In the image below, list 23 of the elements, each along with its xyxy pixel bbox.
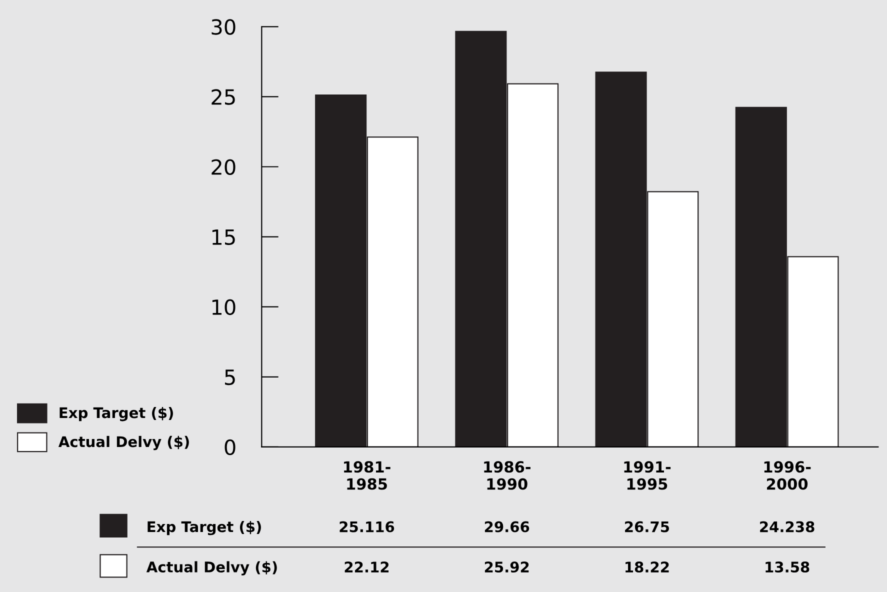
data-label: 24.238 (760, 521, 814, 532)
legend-label: Exp Target ($) (148, 520, 261, 536)
text: Exp Target ($) (60, 406, 173, 422)
y-tick-label: 10 (212, 299, 236, 316)
data-label: 25.116 (340, 521, 394, 532)
y-tick-label: 15 (212, 230, 235, 246)
data-label: 18.22 (626, 562, 669, 573)
y-tick-label: 25 (212, 89, 235, 105)
y-tick-label: 5 (225, 370, 235, 386)
data-label: 29.66 (484, 521, 530, 532)
y-tick-label: 30 (212, 19, 236, 35)
x-tick-label: 1986-1990 (484, 461, 530, 490)
y-tick-label: 20 (212, 159, 236, 175)
y-tick-label: 0 (224, 439, 236, 456)
data-label: 26.75 (625, 521, 669, 532)
x-tick-label: 1996-2000 (764, 461, 811, 490)
text: Actual Delvy ($) (58, 436, 189, 450)
x-tick-label: 1981-1985 (344, 461, 390, 490)
data-label: 13.58 (766, 562, 810, 573)
x-tick-label: 1991-1995 (624, 461, 671, 490)
data-label: 25.92 (484, 562, 529, 573)
legend-label: Actual Delvy ($) (146, 561, 277, 576)
data-label: 22.12 (344, 562, 389, 572)
